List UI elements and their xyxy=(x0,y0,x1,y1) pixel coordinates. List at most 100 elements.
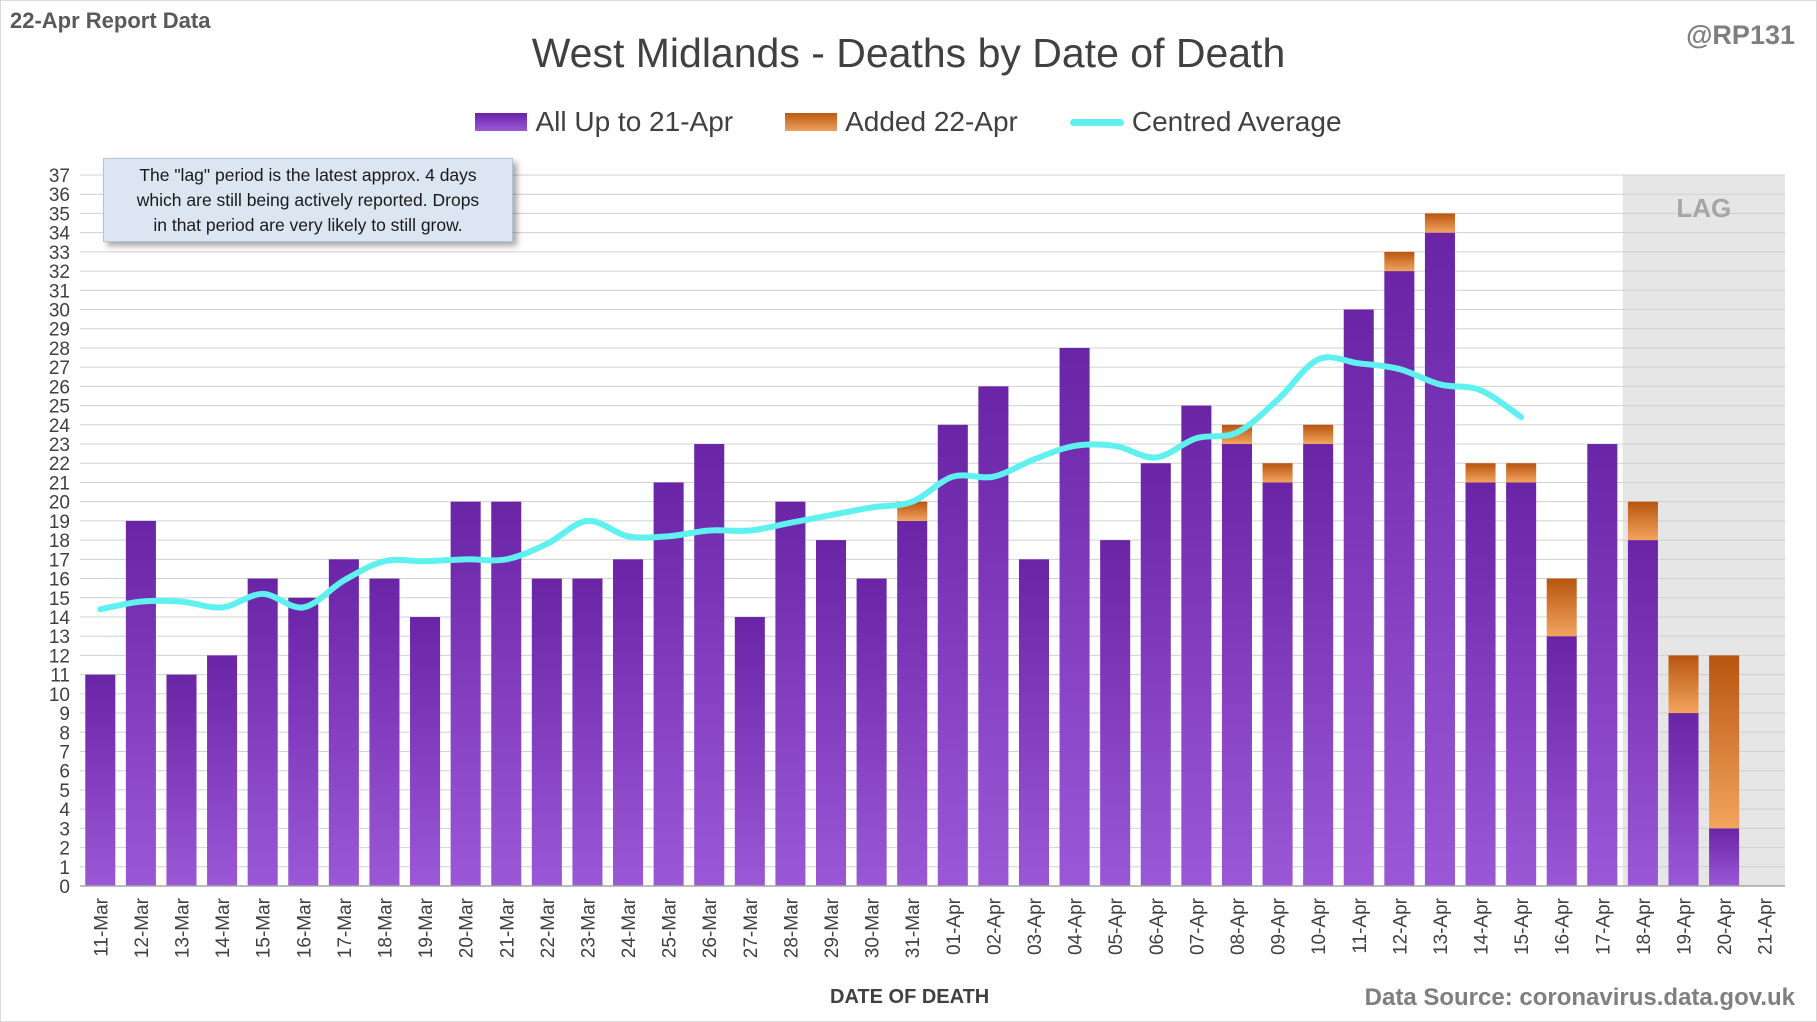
y-tick-label: 22 xyxy=(49,454,70,475)
x-tick-label: 13-Mar xyxy=(172,897,193,958)
y-tick-label: 14 xyxy=(49,608,71,629)
bar-all-25-Mar xyxy=(653,482,684,886)
bar-all-22-Mar xyxy=(531,578,562,886)
x-tick-label: 18-Apr xyxy=(1634,897,1655,955)
bar-all-10-Apr xyxy=(1303,444,1334,886)
bar-added-12-Apr xyxy=(1384,251,1415,272)
legend-label-all: All Up to 21-Apr xyxy=(535,106,734,137)
y-tick-label: 16 xyxy=(49,570,70,591)
x-tick-label: 15-Mar xyxy=(254,897,275,958)
bar-all-23-Mar xyxy=(572,578,603,886)
y-tick-label: 23 xyxy=(49,435,70,456)
legend-swatch-added xyxy=(785,113,838,131)
y-tick-label: 31 xyxy=(49,281,70,302)
y-tick-label: 33 xyxy=(49,243,70,264)
centred-average-line xyxy=(97,354,1525,613)
y-tick-label: 32 xyxy=(49,262,70,283)
x-tick-label: 24-Mar xyxy=(619,897,640,958)
y-tick-label: 6 xyxy=(59,762,70,783)
x-tick-label: 11-Apr xyxy=(1350,897,1371,953)
y-tick-label: 13 xyxy=(49,627,70,648)
y-tick-label: 29 xyxy=(49,320,70,341)
x-tick-label: 19-Mar xyxy=(416,897,437,958)
x-tick-label: 07-Apr xyxy=(1187,897,1208,955)
bar-all-18-Mar xyxy=(369,578,400,886)
x-tick-label: 03-Apr xyxy=(1025,897,1046,955)
bar-all-19-Apr xyxy=(1668,713,1699,886)
bar-all-17-Mar xyxy=(328,559,359,886)
bar-all-06-Apr xyxy=(1140,463,1171,886)
x-tick-label: 19-Apr xyxy=(1675,897,1696,955)
y-tick-label: 10 xyxy=(49,685,70,706)
y-tick-label: 12 xyxy=(49,646,70,667)
bar-added-20-Apr xyxy=(1709,655,1740,829)
x-tick-label: 28-Mar xyxy=(781,897,802,958)
x-tick-label: 05-Apr xyxy=(1106,897,1127,955)
lag-note-line-2: which are still being actively reported.… xyxy=(136,190,480,210)
lag-note: The "lag" period is the latest approx. 4… xyxy=(103,158,513,242)
bar-all-31-Mar xyxy=(897,520,928,886)
bar-all-29-Mar xyxy=(815,540,847,886)
y-tick-label: 26 xyxy=(49,377,70,398)
y-tick-label: 7 xyxy=(59,742,70,763)
bar-all-15-Apr xyxy=(1506,482,1537,886)
bar-all-17-Apr xyxy=(1587,444,1618,886)
y-tick-label: 3 xyxy=(59,819,70,840)
bar-added-14-Apr xyxy=(1465,463,1496,483)
x-tick-label: 04-Apr xyxy=(1066,897,1087,955)
bar-all-14-Mar xyxy=(207,655,238,886)
bar-added-10-Apr xyxy=(1303,424,1334,445)
x-tick-label: 14-Apr xyxy=(1472,897,1493,955)
x-tick-label: 14-Mar xyxy=(213,897,234,958)
x-tick-label: 13-Apr xyxy=(1431,897,1452,955)
x-tick-label: 18-Mar xyxy=(375,897,396,958)
x-tick-label: 21-Apr xyxy=(1756,897,1777,955)
y-tick-label: 36 xyxy=(49,185,70,206)
y-tick-label: 35 xyxy=(49,204,70,225)
bar-all-20-Mar xyxy=(450,501,481,886)
bar-all-16-Mar xyxy=(288,597,319,886)
bar-added-19-Apr xyxy=(1668,655,1699,714)
x-tick-label: 10-Apr xyxy=(1309,897,1330,955)
x-tick-label: 09-Apr xyxy=(1269,897,1290,955)
y-tick-label: 27 xyxy=(49,358,70,379)
legend-item-average: Centred Average xyxy=(1069,106,1342,138)
x-tick-label: 12-Apr xyxy=(1390,897,1411,955)
bar-all-21-Mar xyxy=(491,501,522,886)
y-tick-label: 0 xyxy=(59,877,70,898)
bar-added-18-Apr xyxy=(1627,501,1658,541)
x-tick-label: 16-Mar xyxy=(294,897,315,958)
y-tick-label: 4 xyxy=(59,800,70,821)
x-tick-label: 17-Apr xyxy=(1593,897,1614,955)
x-tick-label: 21-Mar xyxy=(497,897,518,958)
bar-all-08-Apr xyxy=(1221,444,1252,886)
bar-all-13-Apr xyxy=(1424,232,1455,886)
x-tick-label: 01-Apr xyxy=(944,897,965,955)
y-tick-label: 24 xyxy=(49,416,71,437)
x-tick-label: 31-Mar xyxy=(903,897,924,958)
x-tick-label: 02-Apr xyxy=(984,897,1005,955)
x-tick-label: 15-Apr xyxy=(1512,897,1533,955)
y-tick-label: 1 xyxy=(59,858,70,879)
bar-all-30-Mar xyxy=(856,578,887,886)
y-tick-label: 28 xyxy=(49,339,70,360)
bar-all-16-Apr xyxy=(1546,636,1577,886)
bar-all-12-Mar xyxy=(125,520,156,886)
y-tick-label: 20 xyxy=(49,493,70,514)
y-tick-label: 17 xyxy=(49,550,70,571)
bar-added-13-Apr xyxy=(1424,213,1455,233)
legend-swatch-all xyxy=(475,113,528,131)
y-tick-label: 21 xyxy=(49,473,70,494)
lag-note-line-1: The "lag" period is the latest approx. 4… xyxy=(139,165,477,185)
x-tick-label: 16-Apr xyxy=(1553,897,1574,955)
legend-label-added: Added 22-Apr xyxy=(845,106,1018,137)
x-tick-label: 17-Mar xyxy=(335,897,356,958)
data-source: Data Source: coronavirus.data.gov.uk xyxy=(1364,984,1795,1011)
bar-all-27-Mar xyxy=(734,616,765,886)
bar-all-04-Apr xyxy=(1059,347,1090,887)
y-tick-label: 11 xyxy=(50,666,70,687)
legend-item-all: All Up to 21-Apr xyxy=(475,106,733,138)
lag-label: LAG xyxy=(1676,193,1731,223)
y-tick-label: 2 xyxy=(59,839,70,860)
